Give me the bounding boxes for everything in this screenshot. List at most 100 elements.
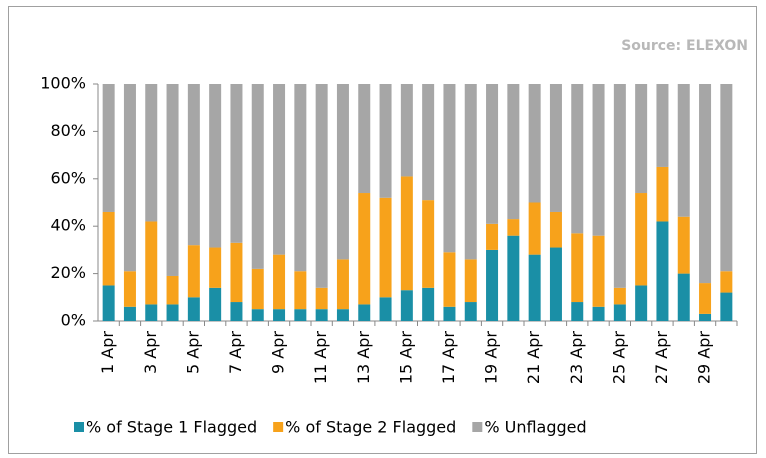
legend-label: % of Stage 1 Flagged: [86, 418, 257, 437]
bar-segment: [464, 302, 477, 321]
bar-segment: [699, 313, 712, 321]
bar-segment: [187, 84, 200, 246]
bar-segment: [315, 84, 328, 288]
bar-segment: [656, 166, 669, 222]
bar-segment: [613, 287, 626, 305]
bar-segment: [549, 211, 562, 248]
x-tick-label: 15 Apr: [396, 331, 415, 385]
bar-segment: [273, 84, 286, 255]
bar-segment: [486, 84, 499, 224]
y-tick-label: 40%: [50, 216, 86, 235]
bar-segment: [486, 249, 499, 321]
bar-segment: [443, 84, 456, 253]
bar-segment: [209, 84, 222, 248]
bar-segment: [400, 176, 413, 291]
legend-label: % Unflagged: [484, 418, 586, 437]
bar-segment: [251, 309, 264, 321]
bar-segment: [251, 84, 264, 269]
bar-segment: [336, 309, 349, 321]
bar-segment: [507, 219, 520, 236]
bar-segment: [549, 247, 562, 321]
legend-swatch: [472, 422, 483, 432]
x-tick-label: 27 Apr: [652, 331, 671, 385]
x-tick-label: 19 Apr: [482, 331, 501, 385]
bar-segment: [379, 197, 392, 298]
bar-segment: [166, 275, 179, 305]
y-tick-label: 20%: [50, 263, 86, 282]
y-tick-label: 100%: [40, 74, 86, 93]
bar-segment: [379, 297, 392, 321]
bar-segment: [549, 84, 562, 212]
bar-segment: [145, 221, 158, 305]
bar-segment: [592, 235, 605, 307]
bar-segment: [294, 84, 307, 272]
bar-segment: [315, 287, 328, 310]
bar-segment: [486, 223, 499, 250]
bar-segment: [379, 84, 392, 198]
bar-segment: [613, 84, 626, 288]
bar-segment: [273, 254, 286, 310]
x-tick-label: 3 Apr: [141, 331, 160, 374]
x-tick-label: 29 Apr: [695, 331, 714, 385]
bar-segment: [358, 84, 371, 194]
y-tick-label: 0%: [61, 311, 86, 330]
bar-segment: [187, 297, 200, 321]
x-tick-label: 7 Apr: [226, 331, 245, 374]
bar-segment: [166, 304, 179, 321]
bar-segment: [571, 302, 584, 321]
bar-segment: [528, 84, 541, 203]
bar-segment: [571, 233, 584, 303]
bar-segment: [677, 273, 690, 321]
bar-segment: [145, 84, 158, 222]
legend-swatch: [74, 422, 84, 432]
bar-segment: [422, 287, 435, 321]
bar-segment: [528, 254, 541, 321]
bar-segment: [507, 235, 520, 321]
bar-segment: [443, 306, 456, 321]
bar-segment: [187, 245, 200, 298]
source-note: Source: ELEXON: [621, 38, 748, 54]
bar-segment: [358, 304, 371, 321]
y-tick-label: 60%: [50, 168, 86, 187]
bar-segment: [102, 84, 115, 212]
bar-segment: [699, 84, 712, 284]
bar-segment: [464, 259, 477, 303]
bar-segment: [400, 290, 413, 321]
bar-segment: [443, 252, 456, 307]
bar-segment: [145, 304, 158, 321]
bar-segment: [677, 216, 690, 274]
x-tick-label: 11 Apr: [311, 331, 330, 385]
y-tick-label: 80%: [50, 121, 86, 140]
bar-segment: [720, 271, 733, 293]
bar-segment: [507, 84, 520, 220]
bar-segment: [230, 242, 243, 303]
bar-segment: [400, 84, 413, 177]
bar-segment: [613, 304, 626, 321]
bar-segment: [294, 271, 307, 310]
bar-segment: [720, 84, 733, 272]
x-tick-label: 9 Apr: [269, 331, 288, 374]
bar-segment: [677, 84, 690, 217]
bar-segment: [422, 200, 435, 288]
bar-segment: [294, 309, 307, 321]
x-tick-label: 13 Apr: [354, 331, 373, 385]
bar-segment: [336, 84, 349, 260]
bar-segment: [273, 309, 286, 321]
x-tick-label: 21 Apr: [524, 331, 543, 385]
bar-segment: [422, 84, 435, 201]
bar-segment: [656, 84, 669, 167]
legend-swatch: [273, 422, 284, 432]
x-tick-label: 5 Apr: [183, 331, 202, 374]
x-tick-label: 1 Apr: [98, 331, 117, 374]
bar-segment: [528, 202, 541, 255]
bar-segment: [102, 285, 115, 321]
bar-segment: [166, 84, 179, 276]
bar-segment: [230, 84, 243, 243]
bar-segment: [720, 292, 733, 321]
bar-segment: [635, 84, 648, 194]
bar-segment: [251, 268, 264, 310]
legend-label: % of Stage 2 Flagged: [285, 418, 456, 437]
bar-segment: [464, 84, 477, 260]
bar-segment: [336, 259, 349, 310]
